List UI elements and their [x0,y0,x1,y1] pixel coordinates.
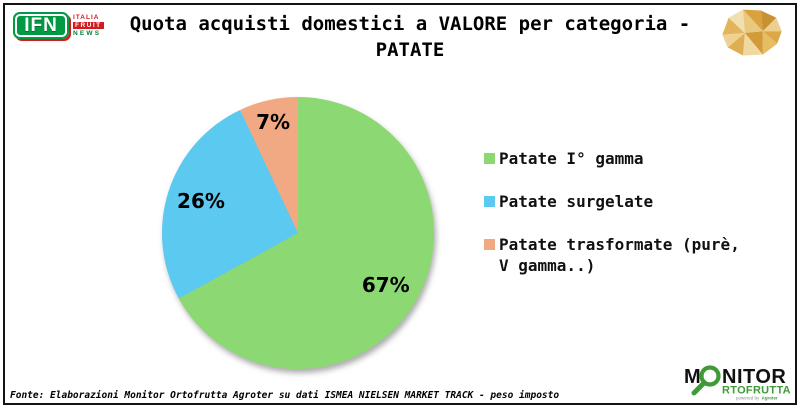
legend-label: Patate trasformate (purè, V gamma..) [499,235,740,275]
pie-slice-label: 26% [177,189,225,214]
legend-label: Patate I° gamma [499,149,644,168]
ifn-logo-box: IFN [13,12,69,39]
pie-slice [240,97,298,233]
page-border-frame [3,3,797,405]
pie-slice [161,109,298,299]
pie-slice-label: 67% [361,272,410,297]
monitor-line2-label: RTOFRUTTA [722,385,791,397]
ifn-logo-wordmark: ITALIA FRUIT NEWS [73,14,104,37]
monitor-powered-by: powered by Agroter [736,396,778,401]
ifn-logo: IFN ITALIA FRUIT NEWS [13,12,104,39]
legend-item: Patate I° gamma [484,148,744,169]
pie-chart-svg [161,97,434,369]
legend-label: Patate surgelate [499,192,654,211]
pie-slice [178,97,434,369]
pie-chart: 67% 26% 7% [148,83,448,383]
legend-swatch-orange [484,239,495,250]
potato-logo-icon [716,6,788,64]
ifn-news-label: NEWS [73,30,102,37]
legend-swatch-blue [484,196,495,207]
chart-legend: Patate I° gamma Patate surgelate Patate … [484,148,744,298]
monitor-ortofrutta-logo: M NITOR RTOFRUTTA powered by Agroter [682,359,792,407]
monitor-nitor-label: NITOR [722,366,786,388]
chart-title: Quota acquisti domestici a VALORE per ca… [129,13,691,61]
ifn-fruit-label: FRUIT [73,22,104,29]
pie-slice-label: 7% [256,109,291,134]
ifn-italia-label: ITALIA [73,14,100,21]
legend-item: Patate trasformate (purè, V gamma..) [484,234,744,276]
magnifier-icon [691,365,721,396]
source-note: Fonte: Elaborazioni Monitor Ortofrutta A… [10,390,560,401]
legend-swatch-green [484,153,495,164]
legend-item: Patate surgelate [484,191,744,212]
monitor-m-label: M [684,366,701,388]
